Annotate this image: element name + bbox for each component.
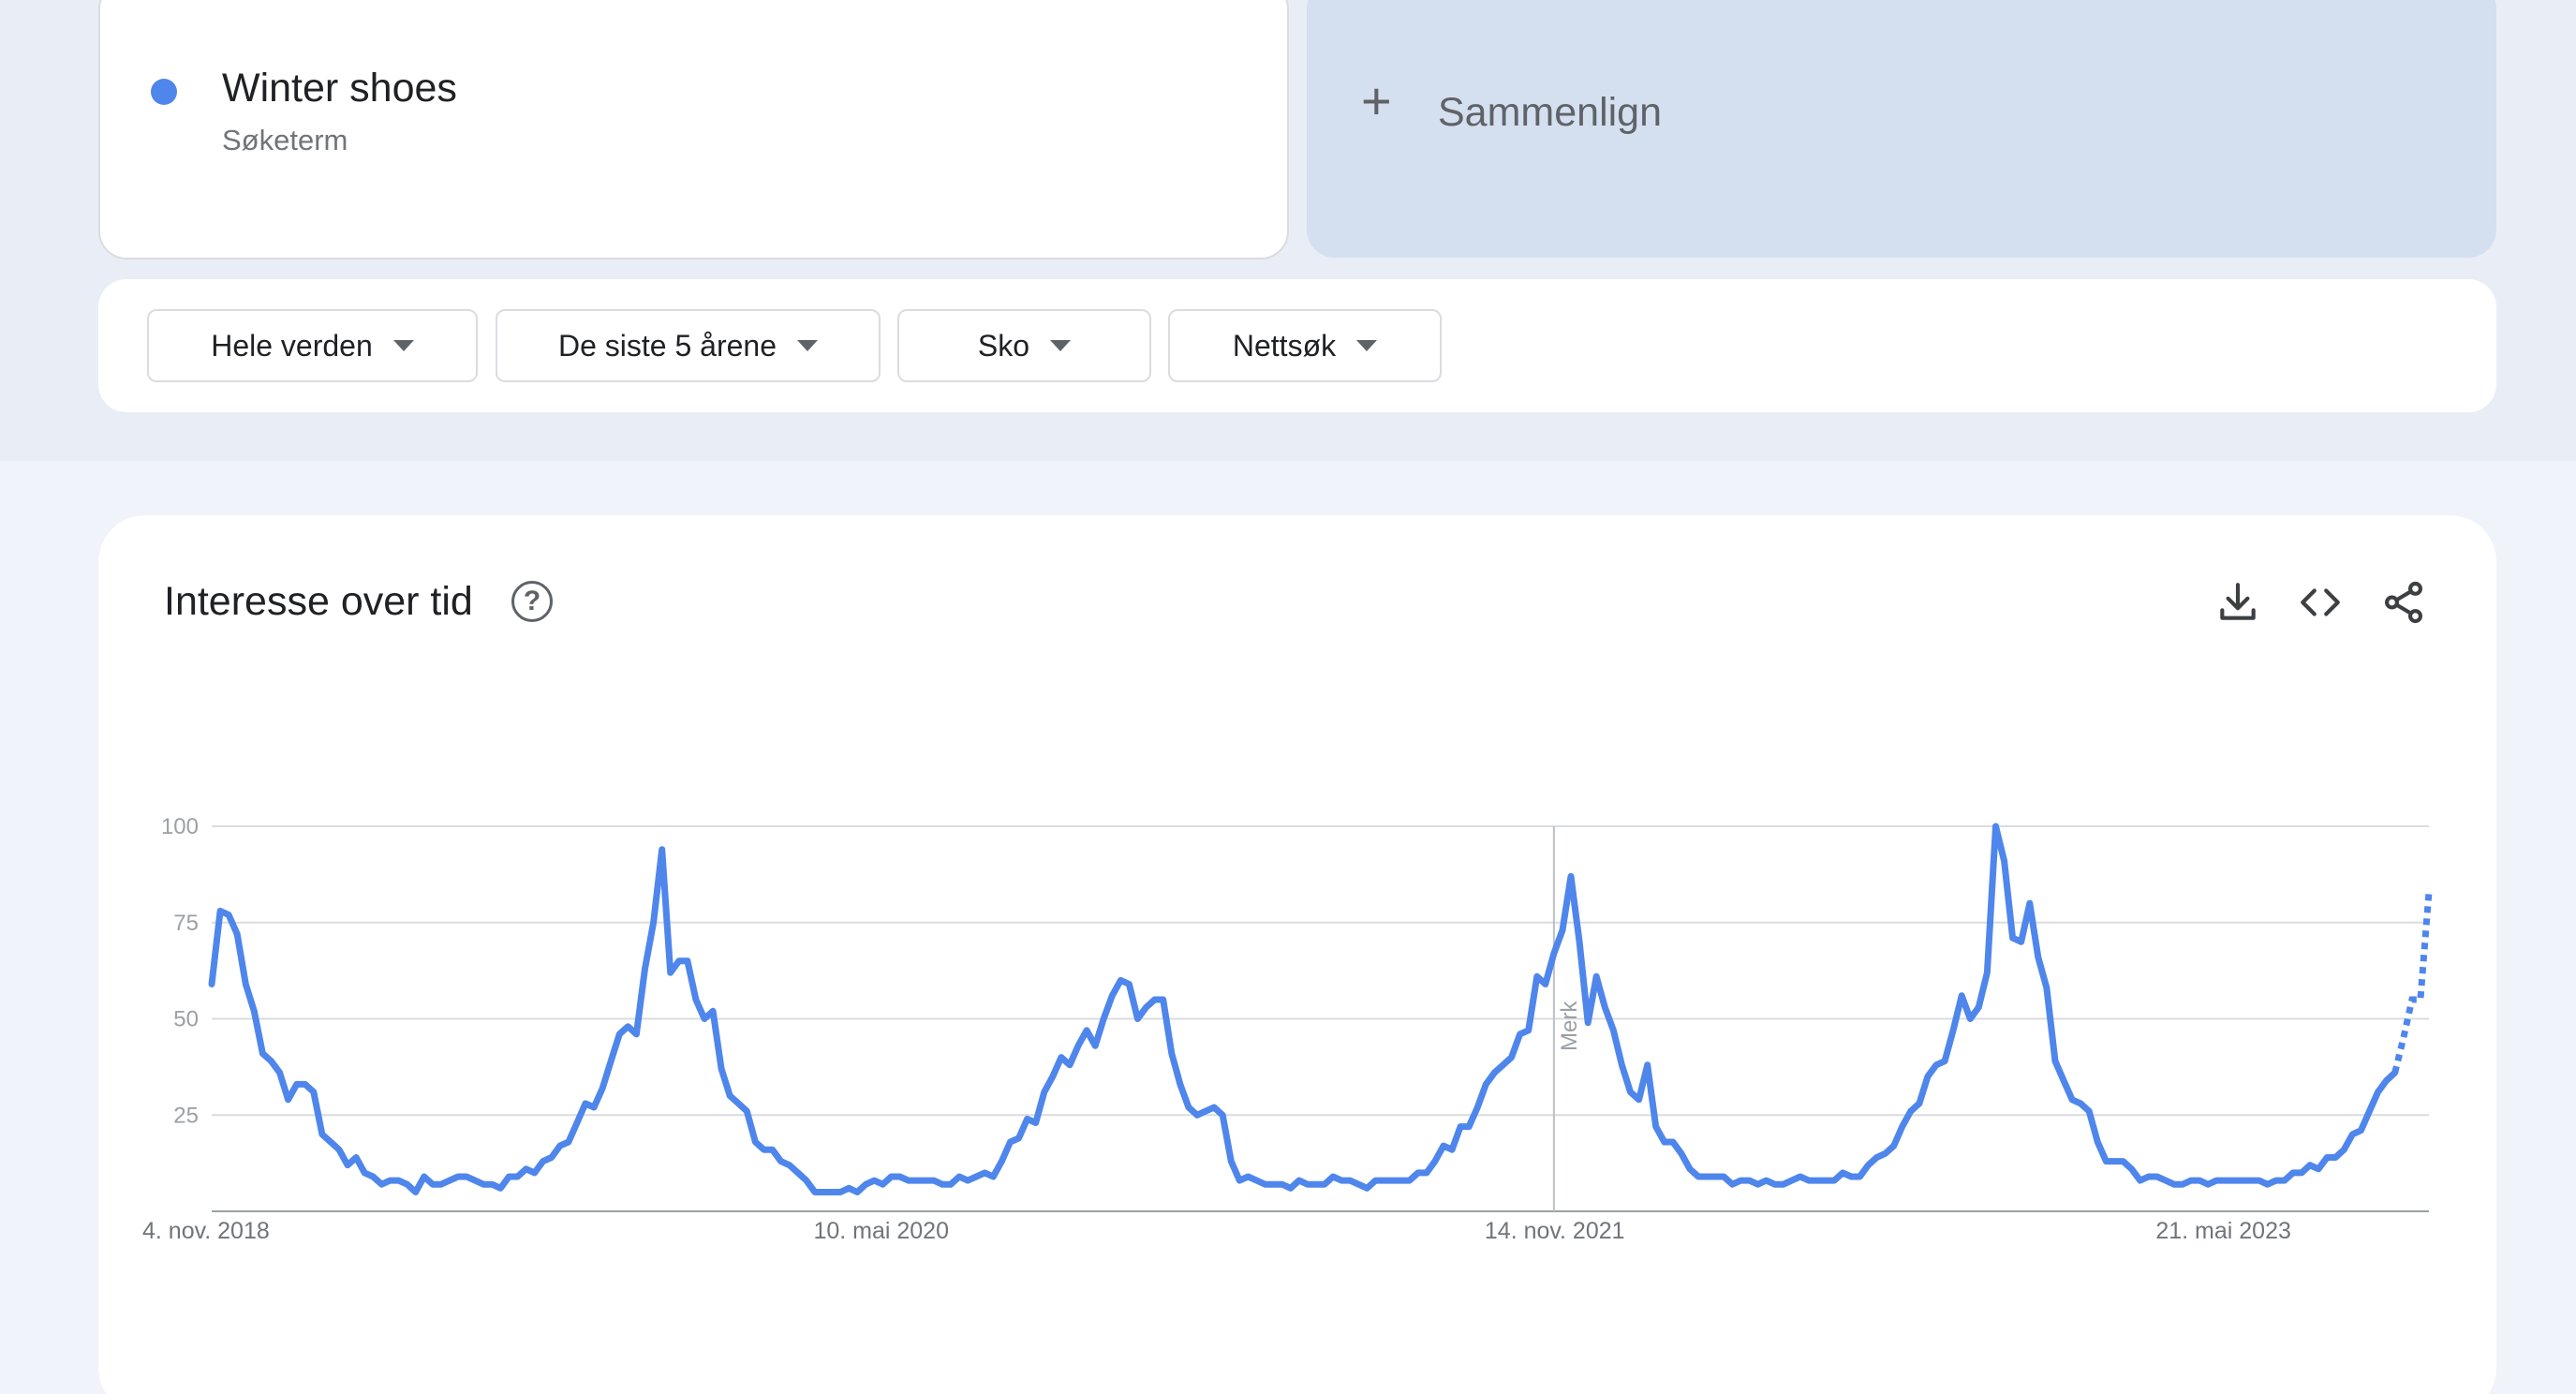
download-icon[interactable] xyxy=(2214,579,2261,626)
search-type-dropdown-label: Nettsøk xyxy=(1232,328,1337,363)
category-dropdown-label: Sko xyxy=(977,328,1030,363)
category-dropdown[interactable]: Sko xyxy=(897,309,1151,382)
search-term-name[interactable]: Winter shoes xyxy=(222,66,457,111)
compare-label: Sammenlign xyxy=(1438,90,1662,135)
time-range-dropdown-label: De siste 5 årene xyxy=(557,328,777,363)
caret-down-icon xyxy=(797,340,818,351)
help-circle-icon[interactable]: ? xyxy=(511,581,553,622)
share-icon[interactable] xyxy=(2380,579,2427,626)
region-dropdown-label: Hele verden xyxy=(211,328,373,363)
chart-title: Interesse over tid xyxy=(164,579,473,624)
time-range-dropdown[interactable]: De siste 5 årene xyxy=(496,309,881,382)
interest-over-time-card xyxy=(98,515,2496,1394)
search-term-type: Søketerm xyxy=(222,124,348,156)
caret-down-icon xyxy=(392,340,414,351)
plus-icon: + xyxy=(1361,71,1392,130)
region-dropdown[interactable]: Hele verden xyxy=(147,309,478,382)
caret-down-icon xyxy=(1050,340,1072,351)
search-type-dropdown[interactable]: Nettsøk xyxy=(1168,309,1442,382)
caret-down-icon xyxy=(1356,340,1378,351)
series-color-dot xyxy=(151,79,177,105)
embed-code-icon[interactable] xyxy=(2297,579,2344,626)
compare-button[interactable]: + Sammenlign xyxy=(1307,0,2496,258)
search-term-card[interactable]: Winter shoes Søketerm xyxy=(98,0,1289,260)
